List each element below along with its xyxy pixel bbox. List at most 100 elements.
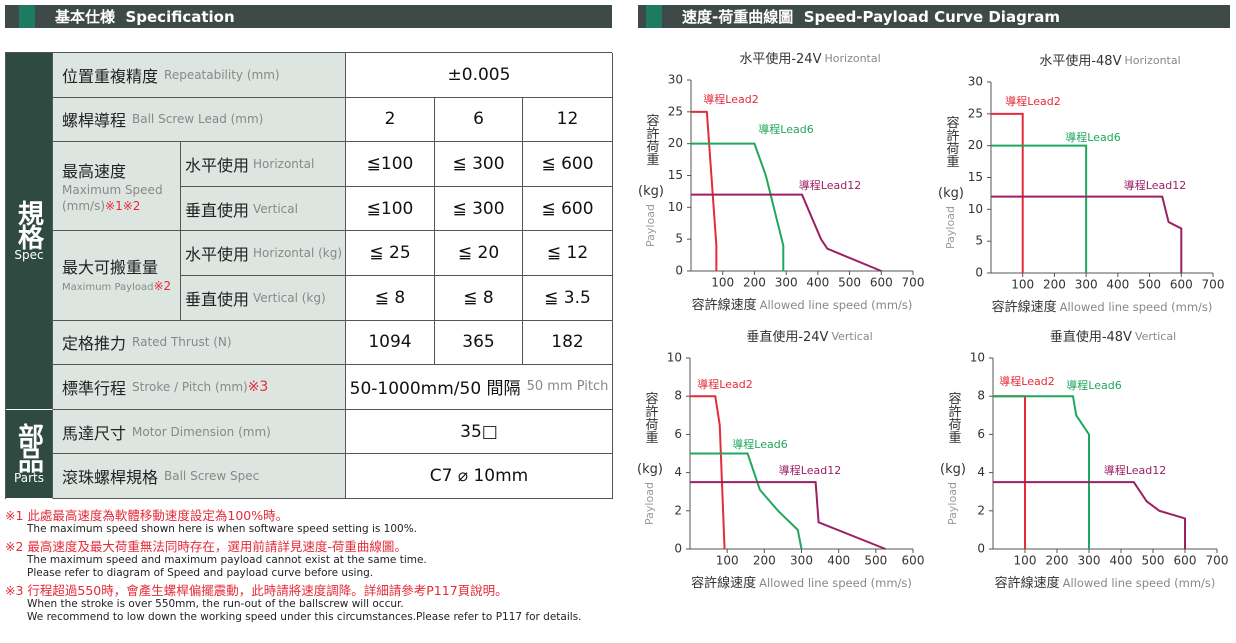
row-label: 馬達尺寸 Motor Dimension (mm) [53,409,346,455]
value-cell: ≦ 8 [435,276,523,321]
sub-label: 水平使用 Horizontal [181,142,346,187]
y-label-en: Payload [643,482,656,525]
series-label: 導程Lead6 [732,437,787,451]
x-label: 容許線速度 Allowed line speed (mm/s) [692,297,913,313]
curve-header: 速度-荷重曲線圖 Speed-Payload Curve Diagram [638,5,1230,28]
title: 水平使用-48V [1039,53,1121,69]
x-label: 容許線速度 Allowed line speed (mm/s) [992,299,1213,315]
series-label: 導程Lead6 [1065,130,1120,144]
x-tick-label: 300 [790,554,813,568]
category-en: Parts [14,470,44,485]
x-tick-label: 200 [743,276,766,290]
y-tick-label: 0 [977,542,985,556]
curve-title: 速度-荷重曲線圖 [682,8,794,26]
label: 滾珠螺桿規格 [62,468,159,488]
y-tick-label: 8 [674,389,682,403]
y-tick-label: 4 [674,465,682,479]
y-tick-label: 0 [674,542,682,556]
y-tick-label: 6 [674,427,682,441]
note-text: ※2 最高速度及最大荷重無法同時存在，選用前請詳見速度-荷重曲線圖。 [5,539,407,554]
series-line [691,142,785,271]
label-en: Maximum Speed [62,183,163,198]
note: ※1※2 [105,199,141,214]
y-tick-label: 20 [968,138,983,152]
x-tick-label: 500 [1138,278,1161,292]
x-tick-label: 400 [1106,278,1129,292]
series-line [991,112,1024,273]
y-label: 容許荷重 [944,115,960,168]
value-cell: 365 [435,320,523,366]
y-tick-label: 10 [968,202,983,216]
label-en: Vertical (kg) [253,290,326,305]
x-label-en: Allowed line speed (mm/s) [1060,300,1213,314]
title-en: Vertical [1135,330,1176,343]
value-cell: ≦ 3.5 [523,276,613,321]
row-label: 滾珠螺桿規格 Ball Screw Spec [53,454,346,499]
x-tick-label: 100 [711,276,734,290]
y-tick-label: 6 [977,427,985,441]
row-label: 螺桿導程 Ball Screw Lead (mm) [53,97,346,143]
value: ≦100 [366,198,414,219]
value-cell: ≦100 [346,142,435,187]
series-line [690,481,886,550]
x-tick-label: 700 [1202,278,1225,292]
header-mark [646,5,662,28]
x-label-cn: 容許線速度 [992,299,1057,315]
value: 50-1000mm/50 間隔 [349,379,521,400]
y-unit: (kg) [638,184,664,199]
spec-header: 基本仕様 Specification [5,5,612,28]
label: 垂直使用 [185,289,250,309]
x-label-cn: 容許線速度 [995,575,1060,591]
value-cell: 12 [523,97,613,143]
y-tick-label: 25 [668,104,683,118]
x-tick-label: 500 [864,554,887,568]
x-tick-label: 300 [775,276,798,290]
title: 垂直使用-24V [746,329,828,345]
title: 垂直使用-48V [1050,329,1132,345]
y-label-en: Payload [944,206,957,249]
note-en: The maximum speed shown here is when sof… [27,523,418,535]
series-line [690,452,803,550]
value: ≦ 3.5 [544,287,591,308]
value: ≦ 300 [452,198,505,219]
x-tick-label: 200 [753,554,776,568]
series-line [691,193,882,272]
notes: ※1 此處最高速度為軟體移動速度設定為100%時。 The maximum spe… [5,508,625,627]
row-label: 最大可搬重量 Maximum Payload※2 [53,231,181,321]
label-en-line: Maximum Speed (mm/s)※1※2 [62,182,163,214]
series-label: 導程Lead6 [758,122,813,136]
series-label: 導程Lead2 [697,377,752,391]
x-label: 容許線速度 Allowed line speed (mm/s) [691,575,912,591]
y-label-en: Payload [644,204,657,247]
x-tick-label: 600 [870,276,893,290]
series-label: 導程Lead12 [1124,178,1186,192]
label: 垂直使用 [185,200,250,220]
row-label: 位置重複精度 Repeatability (mm) [53,53,346,98]
y-tick-label: 0 [675,264,683,278]
label: 螺桿導程 [62,111,127,131]
y-tick-label: 2 [977,503,985,517]
value: ≦ 600 [541,198,594,219]
value-cell: 50-1000mm/50 間隔 50 mm Pitch [346,365,613,410]
series-label: 導程Lead2 [703,92,758,106]
row-label: 最高速度 Maximum Speed (mm/s)※1※2 [53,142,181,232]
x-tick-label: 100 [716,554,739,568]
y-tick-label: 25 [968,106,983,120]
value: ≦ 8 [463,287,494,308]
value: 35□ [460,421,498,442]
label: 水平使用 [185,155,250,175]
label: 馬達尺寸 [62,423,127,443]
series-line [993,481,1186,549]
value: ≦ 600 [541,153,594,174]
value-cell: ≦ 20 [435,231,523,276]
y-tick-label: 8 [977,389,985,403]
label-en: Maximum Payload [62,282,154,294]
value: 12 [556,109,579,130]
title: 水平使用-24V [739,51,821,67]
note: ※3 [247,378,269,395]
y-label: 容許荷重 [643,391,659,444]
x-tick-label: 400 [827,554,850,568]
curve-title-en: Speed-Payload Curve Diagram [803,7,1060,26]
value-cell: 35□ [346,409,613,455]
unit: (mm/s) [62,199,106,214]
